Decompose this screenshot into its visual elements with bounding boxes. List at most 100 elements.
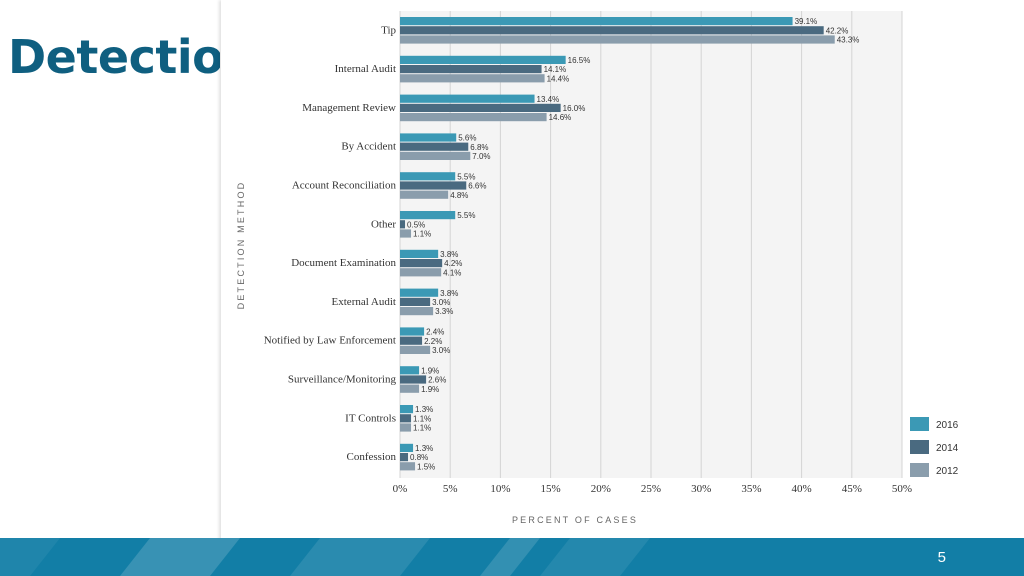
x-tick-label: 40%: [792, 483, 812, 495]
y-axis-title: DETECTION METHOD: [236, 181, 246, 310]
chart-panel: 0% 5% 10% 15% 20% 25% 30% 35% 40% 45% 50% Tip 39.1% 4…: [221, 0, 1024, 540]
data-label: 14.1%: [544, 65, 567, 74]
data-label: 5.5%: [457, 211, 475, 220]
bar-2012: [400, 345, 431, 354]
bar-2014: [400, 375, 427, 384]
bar-2016: [400, 133, 457, 142]
data-label: 2.6%: [428, 376, 446, 385]
data-label: 3.8%: [440, 250, 458, 259]
category-label: Confession: [347, 451, 397, 463]
category-label: By Accident: [341, 141, 396, 153]
x-tick-label: 50%: [892, 483, 912, 495]
bar-2014: [400, 181, 467, 190]
category-label: External Audit: [332, 296, 396, 308]
legend-swatch-2016: [910, 417, 929, 431]
bar-2016: [400, 327, 425, 336]
data-label: 5.6%: [458, 134, 476, 143]
legend-label: 2016: [936, 420, 959, 431]
data-label: 16.5%: [568, 56, 591, 65]
data-label: 2.2%: [424, 337, 442, 346]
category-label: Other: [371, 218, 396, 230]
category-label: Account Reconciliation: [292, 180, 397, 192]
data-label: 1.1%: [413, 230, 431, 239]
data-label: 42.2%: [826, 26, 849, 35]
data-label: 1.3%: [415, 444, 433, 453]
bar-2016: [400, 172, 456, 181]
bar-2014: [400, 414, 412, 423]
x-tick-label: 5%: [443, 483, 458, 495]
data-label: 3.8%: [440, 289, 458, 298]
data-label: 5.5%: [457, 172, 475, 181]
data-label: 3.3%: [435, 307, 453, 316]
bar-2014: [400, 142, 469, 151]
bar-2014: [400, 453, 409, 462]
data-label: 7.0%: [472, 152, 490, 161]
data-label: 6.6%: [468, 182, 486, 191]
slide-title: Detection: [8, 30, 220, 84]
bar-2014: [400, 103, 561, 112]
bar-2016: [400, 17, 793, 26]
bar-2012: [400, 384, 420, 393]
bar-2012: [400, 307, 434, 316]
bar-2016: [400, 55, 566, 64]
bar-2016: [400, 405, 414, 414]
category-label: Surveillance/Monitoring: [288, 374, 397, 386]
bar-2016: [400, 94, 535, 103]
bar-2014: [400, 259, 443, 268]
category-label: Tip: [381, 24, 396, 36]
x-tick-label: 10%: [490, 483, 510, 495]
data-label: 4.2%: [444, 259, 462, 268]
category-label: Notified by Law Enforcement: [264, 335, 396, 347]
footer-stripes: [0, 538, 650, 576]
x-axis-title: PERCENT OF CASES: [512, 515, 638, 525]
x-tick-label: 45%: [842, 483, 862, 495]
x-tick-label: 0%: [393, 483, 408, 495]
bar-2016: [400, 443, 414, 452]
data-label: 1.3%: [415, 405, 433, 414]
data-label: 0.8%: [410, 453, 428, 462]
bar-2016: [400, 366, 420, 375]
data-label: 4.1%: [443, 268, 461, 277]
x-tick-label: 15%: [541, 483, 561, 495]
bar-2012: [400, 74, 545, 83]
legend-label: 2014: [936, 443, 959, 454]
x-tick-label: 35%: [741, 483, 761, 495]
bar-2014: [400, 65, 542, 74]
detection-method-chart: 0% 5% 10% 15% 20% 25% 30% 35% 40% 45% 50% Tip 39.1% 4…: [236, 11, 959, 525]
data-label: 39.1%: [795, 17, 818, 26]
category-label: Document Examination: [291, 257, 396, 269]
bar-2014: [400, 26, 824, 35]
bar-2012: [400, 423, 412, 432]
bar-2012: [400, 190, 449, 199]
x-tick-label: 30%: [691, 483, 711, 495]
data-label: 14.4%: [547, 74, 570, 83]
bar-2016: [400, 211, 456, 220]
data-label: 43.3%: [837, 36, 860, 45]
bar-2012: [400, 113, 547, 122]
bar-2016: [400, 249, 439, 258]
category-label: Internal Audit: [335, 63, 396, 75]
data-label: 1.9%: [421, 366, 439, 375]
data-label: 1.1%: [413, 424, 431, 433]
legend-label: 2012: [936, 466, 959, 477]
x-tick-label: 20%: [591, 483, 611, 495]
bar-2016: [400, 288, 439, 297]
category-label: Management Review: [302, 102, 396, 114]
bar-2014: [400, 297, 431, 306]
data-label: 1.9%: [421, 385, 439, 394]
page-number: 5: [937, 549, 946, 566]
data-label: 16.0%: [563, 104, 586, 113]
footer-band: 5: [0, 538, 1024, 576]
data-label: 3.0%: [432, 298, 450, 307]
bar-2012: [400, 268, 442, 277]
legend-swatch-2014: [910, 440, 929, 454]
bar-2012: [400, 151, 471, 160]
category-label: IT Controls: [345, 412, 396, 424]
data-label: 1.1%: [413, 414, 431, 423]
data-label: 3.0%: [432, 346, 450, 355]
data-label: 6.8%: [470, 143, 488, 152]
data-label: 4.8%: [450, 191, 468, 200]
data-label: 1.5%: [417, 462, 435, 471]
legend-swatch-2012: [910, 463, 929, 477]
data-label: 2.4%: [426, 328, 444, 337]
